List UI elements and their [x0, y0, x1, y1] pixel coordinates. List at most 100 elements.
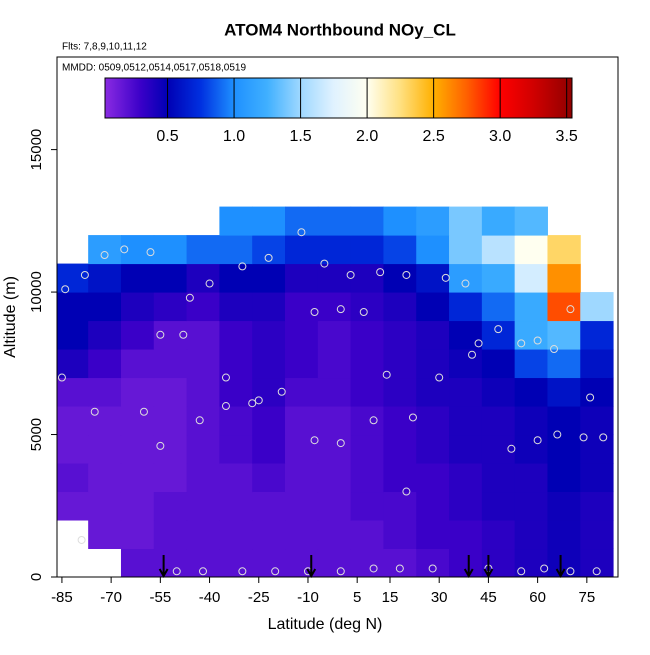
heatmap-cell — [481, 520, 516, 550]
heatmap-cell — [285, 434, 319, 464]
heatmap-cell — [547, 377, 581, 407]
heatmap-cell — [350, 263, 384, 293]
heatmap-cell — [317, 548, 352, 577]
heatmap-cell — [219, 491, 253, 521]
heatmap-cell — [120, 349, 155, 379]
heatmap-cell — [252, 491, 286, 521]
heatmap-cell — [252, 235, 286, 265]
heatmap-cell — [57, 491, 89, 521]
heatmap-cell — [547, 434, 581, 464]
heatmap-cell — [481, 434, 516, 464]
sample-point — [277, 387, 286, 396]
heatmap-cell — [186, 520, 220, 550]
heatmap-cell — [88, 520, 122, 550]
heatmap-cell — [88, 349, 122, 379]
sample-point — [461, 279, 470, 288]
heatmap-cell — [514, 320, 548, 350]
heatmap-cell — [317, 292, 352, 322]
flight-arrow — [463, 555, 474, 579]
heatmap-cell — [580, 377, 614, 407]
heatmap-cell — [219, 377, 253, 407]
heatmap-cell — [317, 206, 352, 236]
heatmap-cell — [186, 349, 220, 379]
colorbar-tick-label: 1.0 — [223, 128, 245, 145]
heatmap-cell — [514, 292, 548, 322]
sample-point — [179, 330, 188, 339]
sample-point — [221, 402, 230, 411]
sample-point — [310, 308, 319, 317]
heatmap-cell — [120, 406, 155, 436]
heatmap-cell — [580, 548, 614, 577]
heatmap-cell — [153, 235, 188, 265]
x-tick-label: -10 — [297, 589, 319, 606]
heatmap-cell — [317, 406, 352, 436]
y-tick-label: 0 — [28, 573, 45, 581]
x-tick-label: 5 — [353, 589, 361, 606]
heatmap-cell — [514, 548, 548, 577]
heatmap-cell — [350, 406, 384, 436]
heatmap-cell — [317, 320, 352, 350]
x-axis-label: Latitude (deg N) — [268, 616, 383, 633]
heatmap-cell — [153, 406, 188, 436]
heatmap-cell — [383, 320, 417, 350]
y-tick-label: 5000 — [28, 418, 45, 451]
sample-point — [369, 564, 378, 573]
sample-point — [553, 430, 562, 439]
heatmap-cell — [449, 235, 483, 265]
flight-arrow — [158, 555, 169, 579]
sample-point — [271, 567, 280, 576]
sample-point — [205, 279, 214, 288]
sample-point — [408, 413, 417, 422]
sample-point — [77, 535, 86, 544]
heatmap-cell — [580, 349, 614, 379]
heatmap-cell — [449, 320, 483, 350]
heatmap-cell — [449, 548, 483, 577]
sample-point — [586, 393, 595, 402]
heatmap-cell — [481, 463, 516, 493]
sample-point — [264, 253, 273, 262]
heatmap-cell — [481, 491, 516, 521]
sample-point — [310, 436, 319, 445]
heatmap-cell — [285, 491, 319, 521]
heatmap-cell — [481, 235, 516, 265]
heatmap-cell — [580, 463, 614, 493]
sample-point — [254, 396, 263, 405]
heatmap-cell — [219, 548, 253, 577]
heatmap-cell — [153, 463, 188, 493]
heatmap-cell — [449, 292, 483, 322]
heatmap-cell — [416, 406, 450, 436]
heatmap-cell — [317, 491, 352, 521]
heatmap-cell — [252, 434, 286, 464]
plot-frame — [56, 56, 619, 578]
heatmap-cell — [383, 463, 417, 493]
heatmap-cell — [481, 349, 516, 379]
sample-point — [359, 308, 368, 317]
heatmap-cell — [547, 263, 581, 293]
heatmap-cell — [350, 491, 384, 521]
heatmap-cell — [514, 263, 548, 293]
sample-point — [599, 433, 608, 442]
heatmap-cell — [416, 206, 450, 236]
x-tick-label: -85 — [51, 589, 73, 606]
heatmap-cell — [580, 491, 614, 521]
heatmap-cell — [120, 377, 155, 407]
colorbar-tick-label: 3.5 — [556, 128, 578, 145]
heatmap-cell — [252, 263, 286, 293]
heatmap-cell — [120, 491, 155, 521]
sample-point — [61, 285, 70, 294]
heatmap-cell — [186, 463, 220, 493]
sample-point — [533, 436, 542, 445]
heatmap-cell — [285, 406, 319, 436]
sample-point — [120, 245, 129, 254]
heatmap-cell — [350, 320, 384, 350]
heatmap-cell — [219, 349, 253, 379]
heatmap-cell — [57, 320, 89, 350]
heatmap-cell — [514, 206, 548, 236]
heatmap-cell — [416, 263, 450, 293]
heatmap-cell — [120, 434, 155, 464]
sample-point — [566, 305, 575, 314]
heatmap-cell — [547, 520, 581, 550]
heatmap-cell — [547, 463, 581, 493]
heatmap-cell — [285, 263, 319, 293]
heatmap-cell — [120, 548, 155, 577]
